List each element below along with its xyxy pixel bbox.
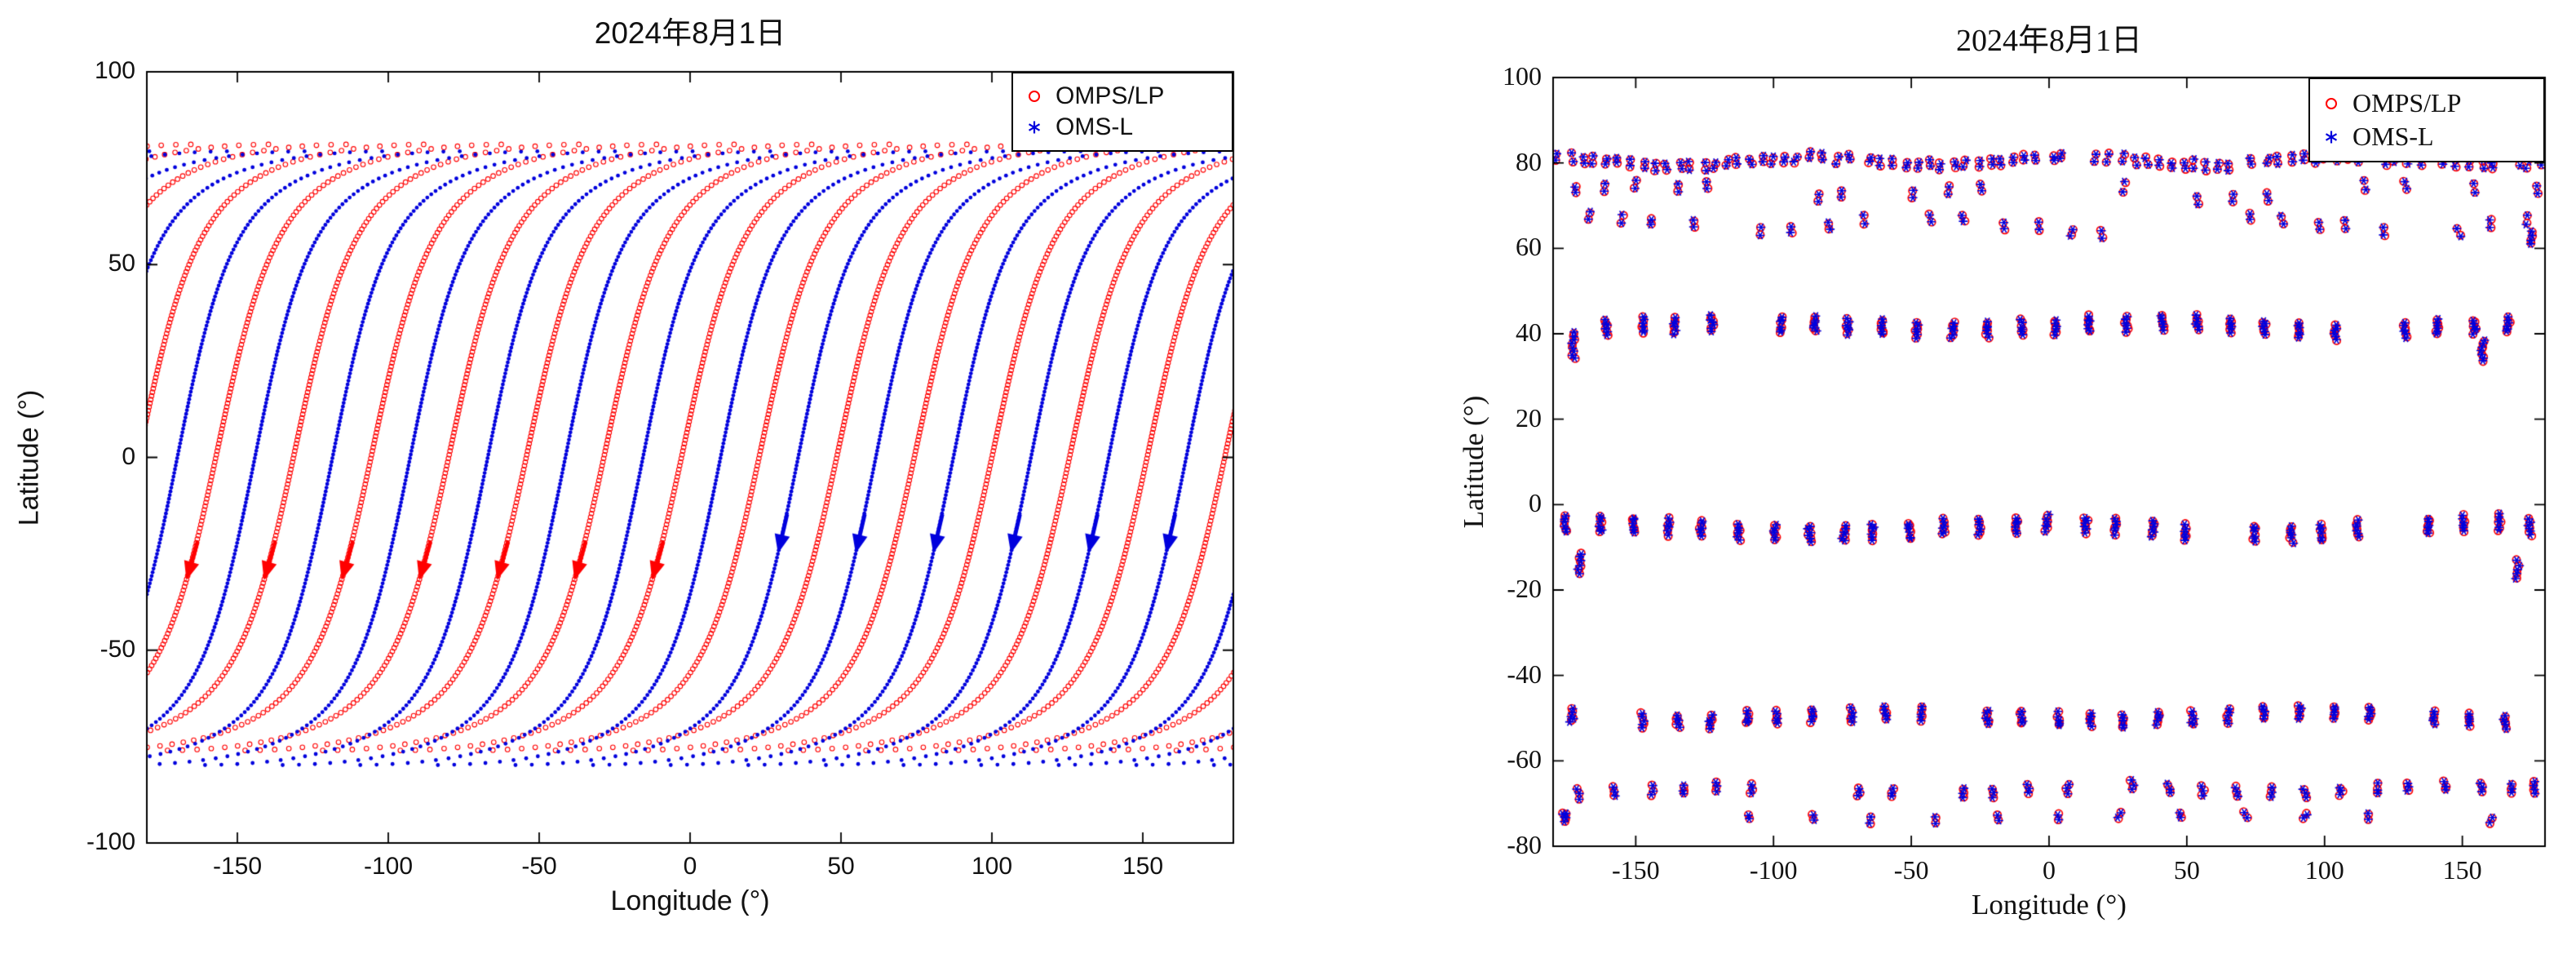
right-legend-item-omps-lp: OMPS/LP bbox=[2318, 88, 2535, 118]
left-plot-title: 2024年8月1日 bbox=[594, 16, 786, 50]
right-plot-title: 2024年8月1日 bbox=[1955, 24, 2143, 58]
x-tick-label: 50 bbox=[2173, 855, 2200, 885]
x-tick-label: 100 bbox=[971, 853, 1013, 880]
y-tick-label: 0 bbox=[122, 442, 135, 470]
x-tick-label: 150 bbox=[2442, 855, 2482, 885]
right-x-axis-label: Longitude (°) bbox=[1972, 889, 2127, 921]
x-tick-label: -100 bbox=[363, 853, 414, 880]
right-plot-canvas bbox=[1288, 0, 2576, 976]
right-legend-item-oms-l: OMS-L bbox=[2318, 122, 2535, 152]
x-tick-label: 150 bbox=[1122, 853, 1164, 880]
panel-right: 2024年8月1日 Longitude (°) Latitude (°) OMP… bbox=[1288, 0, 2576, 976]
x-tick-label: -150 bbox=[212, 853, 263, 880]
right-legend-label-oms-l: OMS-L bbox=[2352, 122, 2434, 151]
left-plot-canvas bbox=[0, 0, 1288, 976]
oms-l-asterisk-marker-icon bbox=[2318, 126, 2344, 148]
right-legend-label-omps-lp: OMPS/LP bbox=[2352, 88, 2462, 118]
x-tick-label: 0 bbox=[2043, 855, 2056, 885]
omps-lp-circle-marker-icon bbox=[1021, 86, 1047, 107]
x-tick-label: 50 bbox=[827, 853, 855, 880]
oms-l-asterisk-marker-icon bbox=[1021, 117, 1047, 138]
y-tick-label: -60 bbox=[1507, 744, 1542, 774]
y-tick-label: 80 bbox=[1516, 146, 1542, 176]
x-tick-label: -50 bbox=[1893, 855, 1929, 885]
y-tick-label: 60 bbox=[1516, 232, 1542, 262]
y-tick-label: 100 bbox=[1503, 60, 1542, 91]
y-tick-label: -40 bbox=[1507, 659, 1542, 689]
y-tick-label: -100 bbox=[86, 828, 135, 856]
y-tick-label: 20 bbox=[1516, 402, 1542, 433]
y-tick-label: -80 bbox=[1507, 829, 1542, 859]
omps-lp-circle-marker-icon bbox=[2318, 93, 2344, 114]
x-tick-label: 100 bbox=[2304, 855, 2344, 885]
y-tick-label: -50 bbox=[100, 635, 135, 663]
left-legend-item-oms-l: OMS-L bbox=[1021, 113, 1224, 141]
left-legend-label-omps-lp: OMPS/LP bbox=[1056, 82, 1165, 109]
x-tick-label: -150 bbox=[1612, 855, 1660, 885]
y-tick-label: 100 bbox=[94, 57, 135, 85]
y-tick-label: 40 bbox=[1516, 317, 1542, 347]
x-tick-label: 0 bbox=[683, 853, 697, 880]
left-legend-item-omps-lp: OMPS/LP bbox=[1021, 82, 1224, 110]
x-tick-label: -50 bbox=[521, 853, 557, 880]
left-legend: OMPS/LP OMS-L bbox=[1011, 72, 1233, 152]
panel-left: 2024年8月1日 Longitude (°) Latitude (°) OMP… bbox=[0, 0, 1288, 976]
left-x-axis-label: Longitude (°) bbox=[610, 885, 770, 916]
y-tick-label: 50 bbox=[108, 250, 135, 277]
right-legend: OMPS/LP OMS-L bbox=[2308, 78, 2545, 162]
left-legend-label-oms-l: OMS-L bbox=[1056, 113, 1134, 140]
x-tick-label: -100 bbox=[1749, 855, 1798, 885]
y-tick-label: -20 bbox=[1507, 573, 1542, 603]
y-tick-label: 0 bbox=[1529, 488, 1542, 518]
